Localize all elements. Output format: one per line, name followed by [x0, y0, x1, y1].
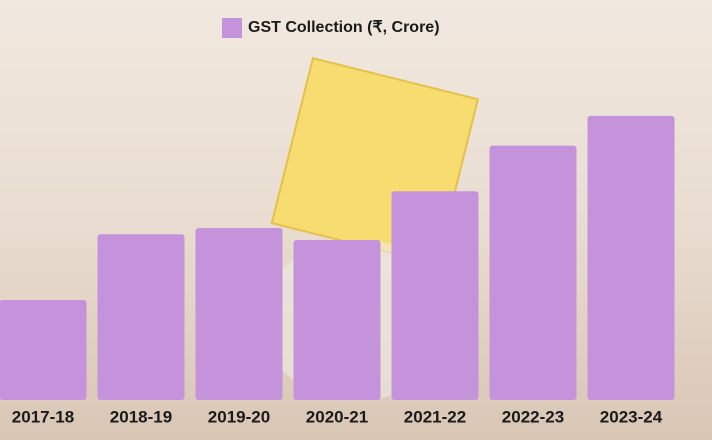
bar — [293, 240, 381, 400]
x-tick-label: 2023-24 — [600, 407, 663, 426]
bar — [489, 145, 577, 400]
bar — [0, 300, 87, 400]
x-tick-label: 2019-20 — [208, 407, 270, 426]
x-tick-label: 2020-21 — [306, 407, 368, 426]
x-tick-label: 2018-19 — [110, 407, 172, 426]
bar — [97, 234, 185, 400]
bar — [391, 191, 479, 400]
x-tick-label: 2021-22 — [404, 407, 466, 426]
x-tick-label: 2022-23 — [502, 407, 564, 426]
bar — [195, 227, 283, 400]
legend-swatch — [222, 18, 242, 38]
bar — [587, 115, 675, 400]
x-tick-label: 2017-18 — [12, 407, 74, 426]
legend-label: GST Collection (₹, Crore) — [248, 19, 440, 36]
